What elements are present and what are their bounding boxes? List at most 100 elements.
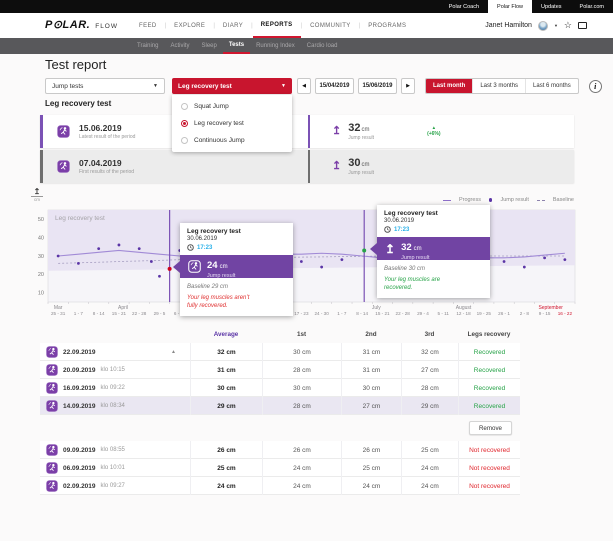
prev-period-button[interactable]: ◀: [297, 78, 311, 94]
result-cell: 25 cm: [341, 459, 401, 477]
test-type-option[interactable]: Continuous Jump: [172, 132, 292, 149]
reports-subnav: Training Activity Sleep Tests Running Index C…: [0, 38, 613, 54]
chat-icon[interactable]: [578, 22, 587, 29]
change-percent: (+6%): [427, 130, 441, 137]
subnav-item-cardio-load[interactable]: Cardio load: [306, 43, 338, 49]
accent-bar: [40, 150, 43, 183]
svg-text:5 - 11: 5 - 11: [438, 311, 450, 316]
clock-icon: [187, 244, 194, 251]
jump-test-icon: [188, 260, 201, 273]
row-date: 16.09.2019: [63, 384, 96, 392]
y-axis-unit-icon: ↥ cm: [31, 188, 43, 202]
legend-label: Baseline: [552, 197, 574, 203]
svg-text:8 - 14: 8 - 14: [93, 311, 105, 316]
row-time: klo 09:22: [100, 385, 125, 391]
result-cell: 30 cm: [341, 379, 401, 397]
sort-ascending-icon[interactable]: ▲: [171, 349, 176, 355]
info-icon[interactable]: i: [588, 79, 602, 93]
result-cell: 24 cm: [401, 477, 458, 495]
test-row[interactable]: 09.09.2019 klo 08:55 26 cm 26 cm 26 cm 25 cm N…: [40, 441, 520, 459]
test-row[interactable]: 22.09.2019 ▲ 32 cm 30 cm 31 cm 32 cm Recovered: [40, 343, 520, 361]
first-date: 07.04.2019: [79, 158, 122, 168]
topbar-link-polar-flow[interactable]: Polar Flow: [488, 0, 533, 13]
nav-item-diary[interactable]: DIARY: [222, 22, 244, 29]
svg-text:16 - 22: 16 - 22: [558, 311, 573, 316]
column-header-3rd: 3rd: [424, 331, 435, 338]
test-group-select[interactable]: Jump tests ▼: [45, 78, 165, 94]
test-type-select[interactable]: Leg recovery test ▼: [172, 78, 292, 94]
test-row[interactable]: 02.09.2019 klo 09:27 24 cm 24 cm 24 cm 24 cm N…: [40, 477, 520, 495]
svg-text:1 - 7: 1 - 7: [74, 311, 84, 316]
nav-item-explore[interactable]: EXPLORE: [174, 22, 206, 29]
test-type-menu: Squat Jump Leg recovery test Continuous Ju…: [172, 95, 292, 152]
jump-test-icon: [46, 462, 58, 474]
main-nav: FEED | EXPLORE | DIARY | REPORTS | COMMUNITY | PRO…: [131, 13, 414, 38]
page-title: Test report: [45, 57, 107, 72]
tooltip-baseline: Baseline 30 cm: [384, 266, 426, 272]
range-button-last-3-months[interactable]: Last 3 months: [472, 79, 525, 93]
date-to-input[interactable]: 15/06/2019: [358, 78, 397, 94]
test-type-option[interactable]: Leg recovery test: [172, 115, 292, 132]
radio-icon: [181, 120, 188, 127]
clock-icon: [384, 226, 391, 233]
nav-separator: |: [164, 22, 167, 29]
subnav-item-tests[interactable]: Tests: [222, 38, 251, 54]
svg-text:26 - 1: 26 - 1: [498, 311, 510, 316]
user-menu[interactable]: Janet Hamilton ▼ ☆: [485, 13, 587, 38]
row-time: klo 08:34: [100, 403, 125, 409]
result-cell: 25 cm: [401, 441, 458, 459]
result-cell: 29 cm: [401, 397, 458, 415]
test-row[interactable]: 20.09.2019 klo 10:15 31 cm 28 cm 31 cm 27 cm R…: [40, 361, 520, 379]
tooltip-message: Your leg muscles aren’t fully recovered.: [187, 295, 250, 310]
subnav-item-sleep[interactable]: Sleep: [201, 43, 217, 49]
test-type-value: Leg recovery test: [178, 82, 232, 90]
nav-item-programs[interactable]: PROGRAMS: [368, 22, 407, 29]
nav-separator: |: [358, 22, 361, 29]
nav-item-community[interactable]: COMMUNITY: [310, 22, 351, 29]
polar-logo[interactable]: P⊙LAR. FLOW: [45, 18, 118, 31]
nav-item-feed[interactable]: FEED: [139, 22, 157, 29]
latest-caption: Latest result of the period: [79, 134, 136, 140]
avatar: [537, 20, 548, 31]
svg-text:17 - 23: 17 - 23: [294, 311, 309, 316]
svg-text:15 - 21: 15 - 21: [375, 311, 390, 316]
range-button-last-6-months[interactable]: Last 6 months: [525, 79, 578, 93]
test-row[interactable]: 14.09.2019 klo 08:34 29 cm 28 cm 27 cm 29 cm R…: [40, 397, 520, 415]
topbar-link-polar-com[interactable]: Polar.com: [579, 3, 604, 10]
row-date: 09.09.2019: [63, 446, 96, 454]
test-row[interactable]: 06.09.2019 klo 10:01 25 cm 24 cm 25 cm 24 cm N…: [40, 459, 520, 477]
topbar-link-polar-coach[interactable]: Polar Coach: [448, 3, 480, 10]
svg-text:24 - 30: 24 - 30: [314, 311, 329, 316]
recovery-status: Recovered: [458, 361, 520, 379]
column-header-legs-recovery: Legs recovery: [467, 331, 511, 338]
nav-item-reports[interactable]: REPORTS: [252, 13, 301, 38]
chevron-down-icon: ▼: [153, 83, 158, 89]
tooltip-title: Leg recovery test: [384, 210, 438, 217]
date-from-input[interactable]: 15/04/2019: [315, 78, 354, 94]
subnav-item-running-index[interactable]: Running Index: [256, 43, 295, 49]
subnav-item-training[interactable]: Training: [137, 43, 159, 49]
row-time: klo 08:55: [100, 447, 125, 453]
svg-text:September: September: [538, 305, 563, 311]
legend-label: Progress: [458, 197, 481, 203]
remove-button[interactable]: Remove: [468, 421, 512, 435]
next-period-button[interactable]: ▶: [401, 78, 415, 94]
test-row[interactable]: 16.09.2019 klo 09:22 30 cm 30 cm 30 cm 28 cm R…: [40, 379, 520, 397]
baseline-dash-swatch: [536, 199, 545, 201]
row-time: klo 10:15: [100, 367, 125, 373]
favorites-star-icon[interactable]: ☆: [563, 20, 572, 30]
progress-line-swatch: [442, 199, 451, 201]
result-cell: 31 cm: [341, 361, 401, 379]
result-cell: 29 cm: [190, 397, 262, 415]
test-type-option[interactable]: Squat Jump: [172, 98, 292, 115]
result-cell: 31 cm: [190, 361, 262, 379]
topbar-link-updates[interactable]: Updates: [541, 3, 562, 10]
range-button-last-month[interactable]: Last month: [426, 79, 473, 93]
result-cell: 24 cm: [262, 477, 341, 495]
result-cell: 26 cm: [341, 441, 401, 459]
subnav-item-activity[interactable]: Activity: [170, 43, 190, 49]
test-chart[interactable]: Leg recovery test 10 20 30 40 50 25 - 31 1 - 7 8…: [28, 188, 588, 327]
recovery-status: Recovered: [458, 343, 520, 361]
latest-value: 32: [348, 122, 361, 134]
